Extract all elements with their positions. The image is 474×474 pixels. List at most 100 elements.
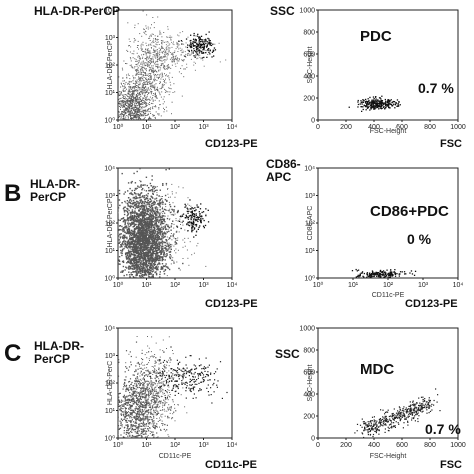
event-dot (159, 94, 161, 96)
event-dot (191, 52, 193, 54)
event-dot (134, 109, 136, 110)
event-dot (139, 180, 141, 182)
event-dot (127, 182, 130, 184)
event-dot (132, 106, 134, 108)
event-dot (397, 103, 399, 105)
event-dot (158, 70, 160, 72)
event-dot (146, 257, 149, 259)
event-dot (146, 58, 148, 60)
event-dot (146, 303, 147, 304)
event-dot (128, 93, 130, 95)
event-dot (158, 237, 161, 239)
event-dot (170, 256, 172, 258)
event-dot (139, 246, 142, 248)
event-dot (139, 222, 141, 225)
event-dot (148, 79, 150, 81)
event-dot (152, 250, 154, 252)
event-dot (130, 60, 132, 62)
event-dot (208, 48, 210, 50)
event-dot (156, 41, 158, 43)
event-dot (142, 44, 144, 46)
event-dot (160, 253, 162, 255)
event-dot (134, 90, 136, 92)
event-dot (122, 102, 124, 104)
event-dot (162, 245, 164, 248)
event-dot (153, 187, 156, 190)
event-dot (155, 272, 158, 275)
event-dot (176, 58, 178, 60)
event-dot (161, 51, 163, 53)
event-dot (136, 65, 138, 67)
event-dot (132, 243, 134, 245)
event-dot (156, 44, 158, 46)
event-dot (133, 172, 135, 175)
event-dot (132, 218, 134, 221)
event-dot (123, 100, 125, 102)
event-dot (123, 119, 125, 120)
event-dot (125, 81, 127, 83)
panel-a-left-events (118, 10, 227, 161)
event-dot (167, 45, 169, 47)
event-dot (138, 97, 140, 99)
event-dot (126, 94, 128, 96)
event-dot (150, 76, 152, 78)
event-dot (153, 280, 154, 281)
event-dot (132, 86, 134, 87)
event-dot (160, 57, 162, 58)
event-dot (136, 265, 138, 267)
event-dot (123, 209, 125, 212)
event-dot (155, 221, 157, 224)
event-dot (141, 246, 143, 248)
event-dot (177, 34, 179, 36)
event-dot (164, 241, 166, 244)
event-dot (149, 108, 151, 110)
event-dot (128, 83, 130, 85)
event-dot (198, 52, 201, 54)
event-dot (129, 192, 131, 195)
event-dot (143, 249, 145, 251)
event-dot (175, 55, 177, 57)
event-dot (136, 213, 138, 215)
event-dot (138, 280, 139, 281)
event-dot (128, 279, 129, 280)
event-dot (370, 108, 372, 110)
event-dot (154, 277, 156, 278)
event-dot (145, 101, 147, 103)
event-dot (145, 77, 146, 79)
event-dot (131, 89, 133, 91)
event-dot (148, 235, 151, 237)
event-dot (143, 274, 146, 276)
event-dot (130, 223, 132, 226)
event-dot (357, 106, 359, 108)
event-dot (148, 230, 150, 232)
event-dot (146, 255, 149, 257)
event-dot (142, 206, 144, 208)
event-dot (164, 54, 166, 55)
event-dot (126, 232, 128, 234)
event-dot (129, 160, 130, 161)
event-dot (153, 115, 155, 116)
event-dot (128, 209, 130, 212)
event-dot (160, 56, 162, 58)
event-dot (118, 296, 119, 297)
event-dot (141, 270, 144, 273)
event-dot (156, 210, 158, 213)
event-dot (158, 91, 160, 93)
event-dot (192, 43, 194, 45)
event-dot (197, 53, 199, 56)
event-dot (154, 46, 156, 48)
event-dot (138, 110, 140, 112)
event-dot (362, 108, 364, 111)
event-dot (137, 56, 139, 58)
event-dot (151, 267, 153, 269)
event-dot (153, 201, 155, 203)
event-dot (116, 260, 117, 261)
event-dot (124, 234, 126, 237)
event-dot (199, 42, 201, 45)
event-dot (132, 240, 134, 242)
event-dot (152, 52, 154, 53)
event-dot (138, 252, 141, 255)
event-dot (152, 114, 154, 116)
event-dot (136, 261, 138, 264)
event-dot (207, 49, 209, 52)
